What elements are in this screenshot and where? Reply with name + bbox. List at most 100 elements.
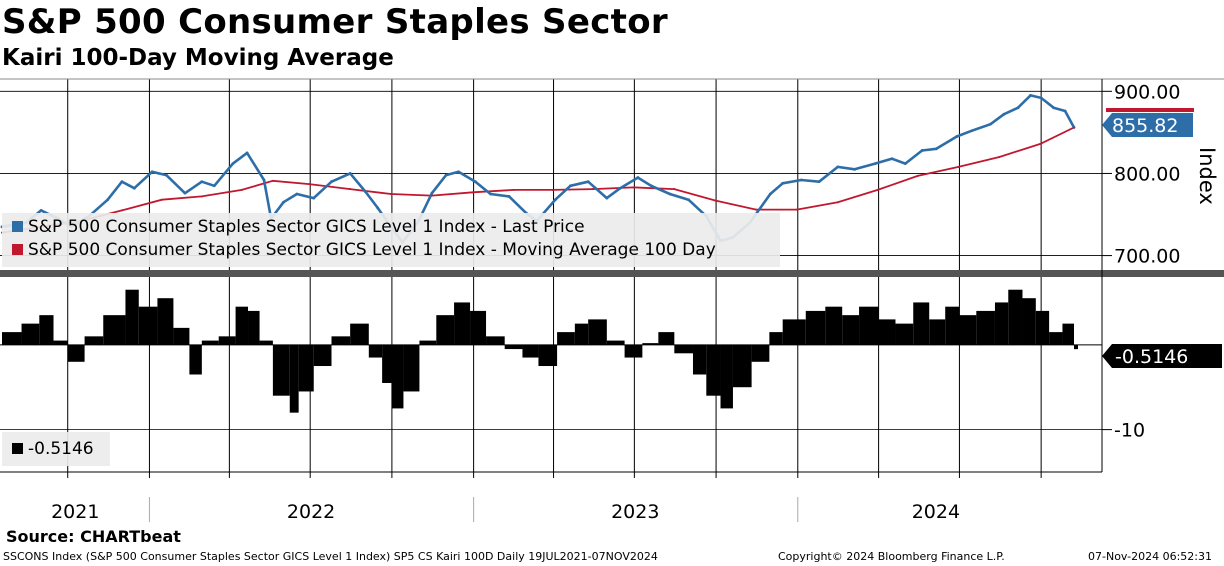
price-point	[955, 135, 959, 138]
kairi-bar	[235, 306, 249, 345]
ma-point	[755, 208, 758, 211]
x-axis: 2021 2022 2023 2024	[51, 472, 1042, 523]
price-point	[934, 147, 938, 151]
kairi-bars	[2, 289, 1078, 413]
price-point	[649, 184, 653, 188]
kairi-bar	[751, 344, 770, 362]
kairi-bar	[658, 332, 675, 345]
price-point	[430, 191, 434, 195]
kairi-bar	[1062, 323, 1074, 345]
kairi-bar	[436, 315, 455, 345]
kairi-bar	[538, 344, 558, 367]
ma-point	[512, 188, 515, 191]
price-point	[120, 180, 124, 184]
price-point	[282, 200, 285, 204]
ma-point	[998, 156, 1001, 159]
price-point	[1052, 106, 1055, 110]
kairi-bar	[39, 315, 54, 345]
x-tick-label-2021: 2021	[51, 501, 99, 523]
panel-divider[interactable]	[0, 270, 1224, 277]
price-point	[920, 149, 924, 152]
legend-item-last-price: S&P 500 Consumer Staples Sector GICS Lev…	[12, 217, 585, 237]
kairi-bar	[419, 340, 437, 345]
kairi-bar	[1049, 332, 1063, 345]
last-value-tags: 855.82 -0.5146	[1102, 108, 1222, 368]
price-point	[132, 186, 136, 190]
price-point	[817, 180, 821, 184]
ma-point	[120, 209, 123, 212]
price-point	[39, 209, 43, 212]
price-point	[799, 178, 803, 182]
source-note: Source: CHARTbeat	[6, 527, 181, 546]
kairi-bar	[692, 344, 707, 375]
price-point	[376, 206, 380, 210]
kairi-bar	[504, 344, 523, 350]
price-point	[507, 195, 511, 198]
kairi-bar	[331, 336, 351, 345]
last-price-tag-label: 855.82	[1112, 115, 1178, 137]
legend-swatch-kairi	[12, 443, 23, 454]
kairi-bar	[913, 302, 930, 345]
kairi-bar	[1008, 289, 1023, 345]
kairi-bar	[21, 323, 40, 345]
last-price-points	[0, 94, 1076, 244]
price-point	[586, 180, 590, 184]
kairi-bar	[859, 306, 879, 345]
kairi-bar	[157, 298, 174, 345]
kairi-bar	[201, 340, 219, 345]
kairi-panel	[0, 289, 1102, 413]
kairi-bar	[1074, 344, 1078, 350]
kairi-bar	[945, 306, 960, 345]
price-point	[768, 192, 772, 196]
price-y-tick-label: 700.00	[1114, 246, 1180, 268]
kairi-bar	[454, 302, 471, 345]
kairi-bar	[368, 344, 383, 358]
ma-point	[471, 191, 474, 194]
kairi-bar	[138, 306, 158, 345]
kairi-bar	[588, 319, 607, 345]
kairi-bar	[189, 344, 202, 375]
chart-frame	[0, 78, 1224, 473]
kairi-bar	[805, 310, 826, 345]
ma-point	[591, 188, 594, 191]
price-point	[363, 190, 367, 193]
footer-copyright: Copyright© 2024 Bloomberg Finance L.P.	[778, 550, 1005, 563]
kairi-bar	[53, 340, 68, 345]
kairi-bar	[298, 344, 314, 392]
price-point	[1002, 112, 1006, 116]
kairi-bar	[391, 344, 404, 409]
kairi-bar	[218, 336, 236, 345]
price-point	[1016, 106, 1020, 110]
price-point	[312, 196, 316, 200]
kairi-y-tick-label: -10	[1114, 420, 1145, 442]
kairi-bar	[674, 344, 693, 354]
price-point	[245, 151, 249, 155]
price-point	[989, 122, 992, 126]
price-point	[295, 192, 299, 196]
price-point	[836, 165, 840, 169]
kairi-bar	[842, 315, 860, 345]
price-point	[903, 162, 907, 165]
kairi-bar	[706, 344, 721, 396]
ma-point	[632, 186, 635, 189]
ma-point	[551, 188, 554, 191]
kairi-bar	[720, 344, 733, 409]
kairi-bar	[574, 323, 589, 345]
kairi-bar	[289, 344, 299, 413]
footer-timestamp: 07-Nov-2024 06:52:31	[1088, 550, 1213, 563]
price-point	[330, 180, 333, 184]
legend-item-moving-average: S&P 500 Consumer Staples Sector GICS Lev…	[12, 240, 716, 260]
ma-point	[430, 194, 433, 197]
kairi-bar	[248, 310, 260, 345]
price-point	[668, 192, 672, 196]
kairi-bar	[173, 327, 190, 345]
ma-point	[308, 183, 311, 186]
price-point	[212, 184, 216, 188]
kairi-bar	[929, 319, 946, 345]
ma-point	[957, 165, 960, 168]
price-point	[636, 176, 640, 179]
kairi-bar	[125, 289, 139, 345]
kairi-bar	[382, 344, 392, 383]
price-point	[853, 167, 857, 171]
